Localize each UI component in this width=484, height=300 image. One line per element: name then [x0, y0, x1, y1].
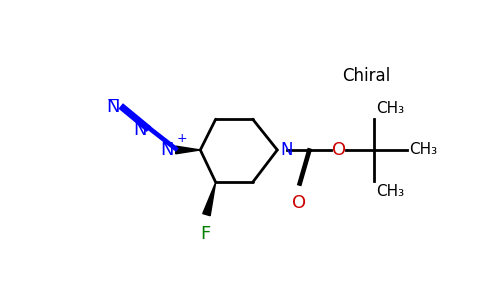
Text: O: O	[292, 194, 306, 212]
Text: N: N	[161, 141, 174, 159]
Text: CH₃: CH₃	[409, 142, 437, 158]
Text: CH₃: CH₃	[376, 184, 404, 199]
Text: −: −	[106, 93, 119, 107]
Text: N: N	[280, 141, 293, 159]
Text: Chiral: Chiral	[342, 67, 390, 85]
Polygon shape	[176, 146, 200, 154]
Text: F: F	[200, 225, 210, 243]
Text: N: N	[133, 121, 146, 139]
Text: O: O	[332, 141, 346, 159]
Text: N: N	[107, 98, 120, 116]
Text: CH₃: CH₃	[376, 101, 404, 116]
Polygon shape	[203, 182, 216, 216]
Text: +: +	[177, 132, 187, 145]
